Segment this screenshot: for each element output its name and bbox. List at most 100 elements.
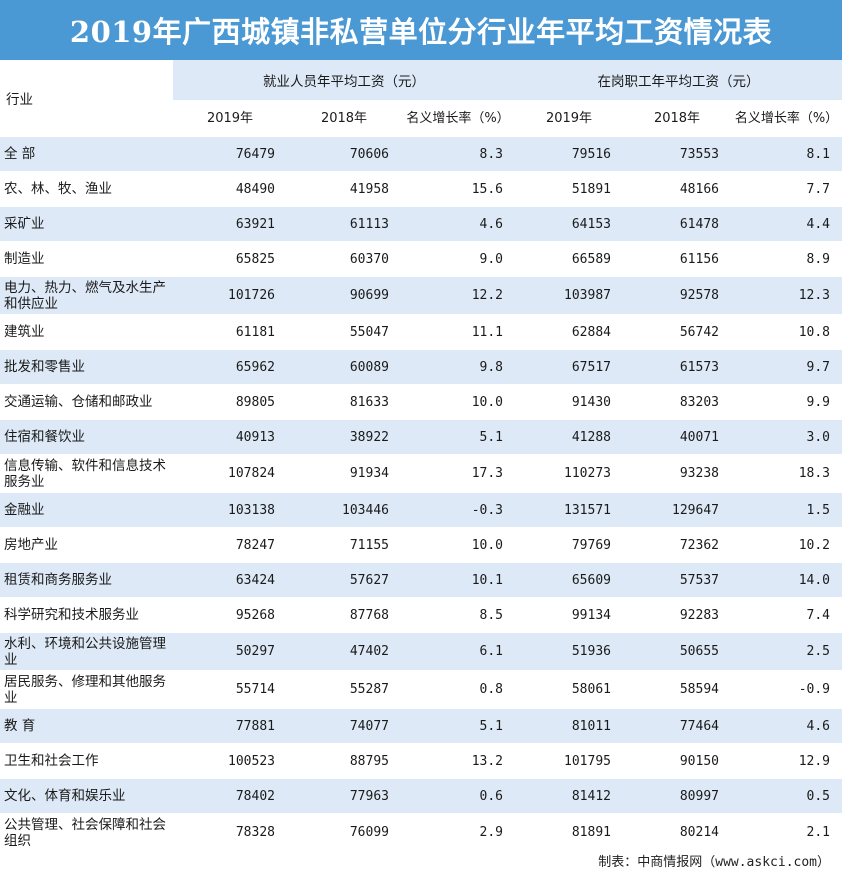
staff-growth-rate: 8.1 (731, 136, 842, 172)
table-row: 公共管理、社会保障和社会组织 78328 76099 2.9 81891 80214 2.1 (0, 813, 842, 851)
staff-2018-wage: 61478 (623, 206, 731, 242)
staff-2019-wage: 66589 (515, 241, 623, 277)
table-row: 信息传输、软件和信息技术服务业 107824 91934 17.3 110273 9323… (0, 454, 842, 493)
employed-growth-rate: 6.1 (401, 632, 515, 671)
employed-2018-wage: 74077 (287, 708, 401, 744)
industry-name: 住宿和餐饮业 (0, 419, 173, 455)
staff-2018-wage: 40071 (623, 419, 731, 455)
staff-2019-wage: 41288 (515, 419, 623, 455)
industry-name: 水利、环境和公共设施管理业 (0, 632, 173, 671)
employed-growth-rate: 5.1 (401, 708, 515, 744)
employed-2018-wage: 87768 (287, 597, 401, 633)
staff-growth-rate: 18.3 (731, 454, 842, 493)
employed-growth-rate: 2.9 (401, 813, 515, 851)
col-b-2019-header: 2019年 (515, 100, 623, 137)
group-header-row: 行业 就业人员年平均工资（元） 在岗职工年平均工资（元） (0, 60, 842, 137)
staff-growth-rate: 9.7 (731, 349, 842, 385)
employed-2018-wage: 76099 (287, 813, 401, 851)
staff-2019-wage: 62884 (515, 314, 623, 350)
industry-name: 建筑业 (0, 314, 173, 350)
employed-2019-wage: 107824 (173, 454, 287, 493)
staff-growth-rate: 12.3 (731, 276, 842, 315)
footer-source: （www.askci.com） (702, 855, 830, 870)
staff-2018-wage: 72362 (623, 527, 731, 563)
staff-2018-wage: 93238 (623, 454, 731, 493)
employed-2019-wage: 63921 (173, 206, 287, 242)
employed-2018-wage: 41958 (287, 171, 401, 207)
staff-growth-rate: 1.5 (731, 492, 842, 528)
employed-2018-wage: 103446 (287, 492, 401, 528)
employed-2018-wage: 57627 (287, 562, 401, 598)
employed-2018-wage: 55047 (287, 314, 401, 350)
employed-2019-wage: 100523 (173, 743, 287, 779)
table-row: 房地产业 78247 71155 10.0 79769 72362 10.2 (0, 527, 842, 563)
staff-2019-wage: 65609 (515, 562, 623, 598)
staff-2019-wage: 79769 (515, 527, 623, 563)
industry-name: 制造业 (0, 241, 173, 277)
table-row: 科学研究和技术服务业 95268 87768 8.5 99134 92283 7.4 (0, 597, 842, 633)
col-b-2018-header: 2018年 (623, 100, 731, 137)
employed-growth-rate: 8.3 (401, 136, 515, 172)
table-body: 全 部 76479 70606 8.3 79516 73553 8.1 农、林、牧、渔业 484… (0, 136, 842, 851)
employed-growth-rate: 9.8 (401, 349, 515, 385)
employed-2019-wage: 77881 (173, 708, 287, 744)
staff-2018-wage: 92283 (623, 597, 731, 633)
table-row: 电力、热力、燃气及水生产和供应业 101726 90699 12.2 103987 925… (0, 276, 842, 315)
employed-2019-wage: 78328 (173, 813, 287, 851)
employed-2018-wage: 47402 (287, 632, 401, 671)
employed-2019-wage: 76479 (173, 136, 287, 172)
staff-growth-rate: 10.8 (731, 314, 842, 350)
employed-2019-wage: 55714 (173, 670, 287, 709)
industry-name: 教 育 (0, 708, 173, 744)
col-a-growth-header: 名义增长率（%） (401, 100, 515, 137)
staff-2019-wage: 51936 (515, 632, 623, 671)
employed-2018-wage: 71155 (287, 527, 401, 563)
staff-2019-wage: 91430 (515, 384, 623, 420)
staff-growth-rate: 8.9 (731, 241, 842, 277)
staff-2018-wage: 61156 (623, 241, 731, 277)
staff-2019-wage: 103987 (515, 276, 623, 315)
table-row: 批发和零售业 65962 60089 9.8 67517 61573 9.7 (0, 349, 842, 385)
footer-label: 制表：中商情报网 (598, 855, 703, 870)
staff-growth-rate: 2.5 (731, 632, 842, 671)
staff-growth-rate: 0.5 (731, 778, 842, 814)
industry-name: 房地产业 (0, 527, 173, 563)
employed-2019-wage: 48490 (173, 171, 287, 207)
wage-table: 行业 就业人员年平均工资（元） 在岗职工年平均工资（元） 2019年 2018年… (0, 60, 842, 851)
staff-2018-wage: 58594 (623, 670, 731, 709)
staff-2018-wage: 73553 (623, 136, 731, 172)
employed-2019-wage: 61181 (173, 314, 287, 350)
staff-growth-rate: 3.0 (731, 419, 842, 455)
employed-2018-wage: 60370 (287, 241, 401, 277)
employed-growth-rate: 13.2 (401, 743, 515, 779)
table-row: 住宿和餐饮业 40913 38922 5.1 41288 40071 3.0 (0, 419, 842, 455)
industry-name: 文化、体育和娱乐业 (0, 778, 173, 814)
employed-growth-rate: 9.0 (401, 241, 515, 277)
employed-growth-rate: 5.1 (401, 419, 515, 455)
table-row: 金融业 103138 103446 -0.3 131571 129647 1.5 (0, 492, 842, 528)
staff-growth-rate: 7.4 (731, 597, 842, 633)
table-footer: 制表：中商情报网（www.askci.com） (598, 850, 830, 876)
staff-2019-wage: 67517 (515, 349, 623, 385)
staff-2019-wage: 99134 (515, 597, 623, 633)
employed-2018-wage: 70606 (287, 136, 401, 172)
employed-2019-wage: 40913 (173, 419, 287, 455)
employed-growth-rate: 17.3 (401, 454, 515, 493)
employed-2018-wage: 90699 (287, 276, 401, 315)
employed-growth-rate: 8.5 (401, 597, 515, 633)
employed-2019-wage: 78402 (173, 778, 287, 814)
employed-persons-wage-header: 就业人员年平均工资（元） (173, 60, 515, 100)
employed-2018-wage: 88795 (287, 743, 401, 779)
staff-2019-wage: 64153 (515, 206, 623, 242)
staff-2019-wage: 81011 (515, 708, 623, 744)
staff-2019-wage: 79516 (515, 136, 623, 172)
employed-2019-wage: 65825 (173, 241, 287, 277)
employed-growth-rate: 12.2 (401, 276, 515, 315)
on-post-staff-wage-header: 在岗职工年平均工资（元） (515, 60, 842, 100)
industry-name: 采矿业 (0, 206, 173, 242)
staff-2018-wage: 129647 (623, 492, 731, 528)
table-row: 水利、环境和公共设施管理业 50297 47402 6.1 51936 50655 2.5 (0, 632, 842, 671)
employed-2018-wage: 81633 (287, 384, 401, 420)
staff-2018-wage: 80214 (623, 813, 731, 851)
staff-growth-rate: 12.9 (731, 743, 842, 779)
